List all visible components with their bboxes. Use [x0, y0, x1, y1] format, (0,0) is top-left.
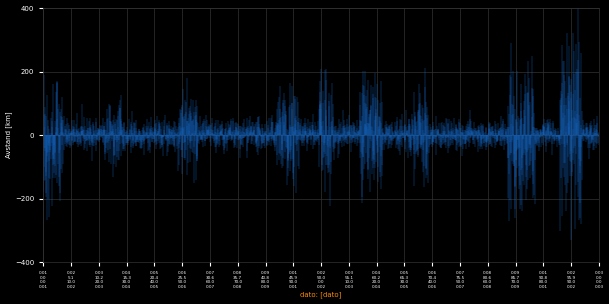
Y-axis label: Avstand [km]: Avstand [km]	[5, 112, 12, 158]
X-axis label: dato: [dato]: dato: [dato]	[300, 292, 342, 299]
